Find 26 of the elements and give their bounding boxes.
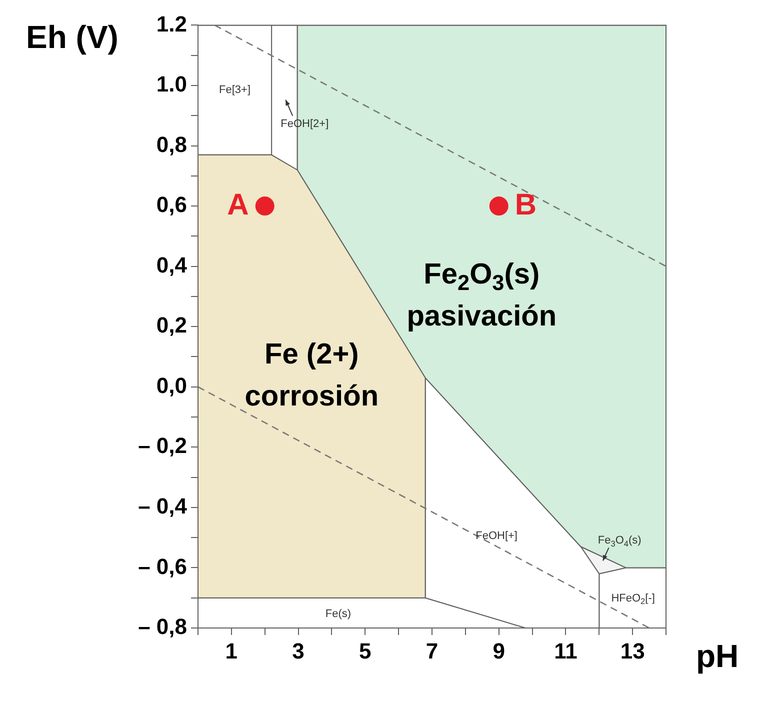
x-tick-label: 13 (620, 638, 645, 664)
y-tick-label: 0,2 (156, 312, 187, 338)
y-tick-label: 0,4 (156, 252, 188, 278)
x-axis-title: pH (696, 638, 739, 674)
x-tick-label: 11 (554, 638, 578, 664)
series-label: Fe(s) (325, 608, 352, 620)
x-tick-label: 3 (292, 638, 304, 664)
x-tick-label: 9 (492, 638, 505, 664)
x-tick-label: 7 (426, 638, 438, 664)
series-label: Fe[3+] (219, 84, 251, 96)
y-tick-label: 1.0 (156, 72, 187, 97)
series-label: A (227, 188, 249, 222)
y-tick-label: – 0,4 (138, 494, 188, 519)
y-tick-label: – 0,2 (138, 433, 187, 458)
y-tick-label: – 0,8 (138, 614, 187, 640)
series-label: B (514, 188, 537, 222)
y-tick-label: 0,6 (156, 192, 187, 218)
y-tick-label: 0,8 (156, 132, 187, 157)
series-label: FeOH[+] (476, 530, 518, 542)
x-tick-label: 1 (225, 638, 238, 664)
series-label: Fe (2+) corrosión (244, 338, 379, 412)
x-tick-label: 5 (359, 638, 372, 664)
y-axis-title: Eh (V) (26, 19, 118, 56)
y-tick-label: – 0,6 (138, 554, 187, 579)
y-tick-label: 1.2 (156, 11, 187, 36)
y-tick-label: 0,0 (156, 372, 187, 398)
